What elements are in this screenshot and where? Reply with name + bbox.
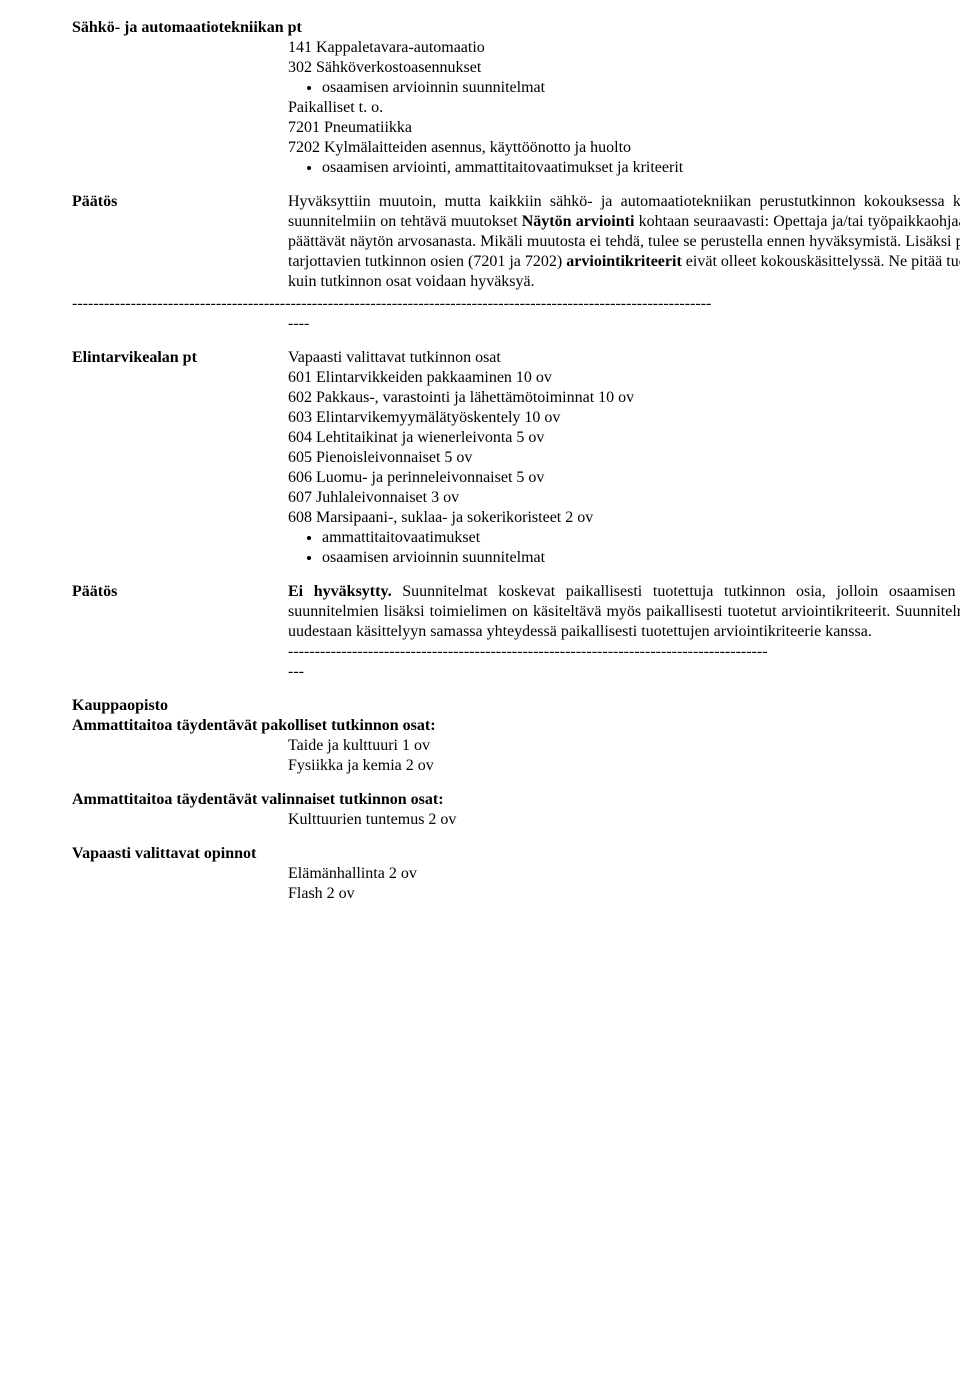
text-line: Fysiikka ja kemia 2 ov — [288, 756, 960, 776]
bold-span: arviointikriteerit — [566, 253, 682, 270]
section-title: Kauppaopisto — [72, 696, 960, 716]
text-line: 603 Elintarvikemyymälätyöskentely 10 ov — [288, 408, 960, 428]
text-line: 605 Pienoisleivonnaiset 5 ov — [288, 448, 960, 468]
text-line: 601 Elintarvikkeiden pakkaaminen 10 ov — [288, 368, 960, 388]
bold-span: Ei hyväksytty. — [288, 583, 392, 600]
section-body: Vapaasti valittavat tutkinnon osat 601 E… — [288, 348, 960, 568]
text-line: 7202 Kylmälaitteiden asennus, käyttöönot… — [288, 138, 960, 158]
text-line: 302 Sähköverkostoasennukset — [288, 58, 960, 78]
bullet-item: osaamisen arvioinnin suunnitelmat — [322, 78, 960, 98]
text-line: Flash 2 ov — [288, 884, 960, 904]
text-line: Taide ja kulttuuri 1 ov — [288, 736, 960, 756]
bullet-item: ammattitaitovaatimukset — [322, 528, 960, 548]
bullet-list: ammattitaitovaatimukset osaamisen arvioi… — [288, 528, 960, 568]
section-elintarvike: Elintarvikealan pt Vapaasti valittavat t… — [72, 348, 960, 568]
text-line: 604 Lehtitaikinat ja wienerleivonta 5 ov — [288, 428, 960, 448]
text-line: 7201 Pneumatiikka — [288, 118, 960, 138]
bullet-item: osaamisen arviointi, ammattitaitovaatimu… — [322, 158, 960, 178]
divider-dashes: ----------------------------------------… — [72, 294, 960, 314]
section-sahko: Sähkö- ja automaatiotekniikan pt 141 Kap… — [72, 18, 960, 178]
subheading: Ammattitaitoa täydentävät pakolliset tut… — [72, 716, 960, 736]
section-title: Sähkö- ja automaatiotekniikan pt — [72, 18, 960, 38]
subheading: Ammattitaitoa täydentävät valinnaiset tu… — [72, 790, 960, 810]
paatos-block: Päätös Hyväksyttiin muutoin, mutta kaikk… — [72, 192, 960, 292]
paatos-label: Päätös — [72, 582, 288, 682]
paatos-text: Hyväksyttiin muutoin, mutta kaikkiin säh… — [288, 192, 960, 292]
subheading: Vapaasti valittavat opinnot — [72, 844, 960, 864]
bullet-list: osaamisen arviointi, ammattitaitovaatimu… — [288, 158, 960, 178]
section-kauppaopisto: Kauppaopisto Ammattitaitoa täydentävät p… — [72, 696, 960, 904]
text-line: 602 Pakkaus-, varastointi ja lähettämöto… — [288, 388, 960, 408]
paatos-text: Ei hyväksytty. Suunnitelmat koskevat pai… — [288, 582, 960, 682]
paatos-label: Päätös — [72, 192, 288, 292]
text-line: Vapaasti valittavat tutkinnon osat — [288, 348, 960, 368]
text-line: 608 Marsipaani-, suklaa- ja sokerikorist… — [288, 508, 960, 528]
section-title: Elintarvikealan pt — [72, 348, 288, 568]
divider-dashes: ----------------------------------------… — [288, 642, 960, 662]
text-line: Elämänhallinta 2 ov — [288, 864, 960, 884]
text-line: 607 Juhlaleivonnaiset 3 ov — [288, 488, 960, 508]
text-line: 606 Luomu- ja perinneleivonnaiset 5 ov — [288, 468, 960, 488]
bullet-item: osaamisen arvioinnin suunnitelmat — [322, 548, 960, 568]
text-line: Paikalliset t. o. — [288, 98, 960, 118]
text-line: 141 Kappaletavara-automaatio — [288, 38, 960, 58]
paatos-block: Päätös Ei hyväksytty. Suunnitelmat koske… — [72, 582, 960, 682]
divider-dashes-short: ---- — [288, 314, 960, 334]
bullet-list: osaamisen arvioinnin suunnitelmat — [288, 78, 960, 98]
text-line: Kulttuurien tuntemus 2 ov — [288, 810, 960, 830]
bold-span: Näytön arviointi — [522, 213, 635, 230]
divider-dashes-short: --- — [288, 662, 960, 682]
